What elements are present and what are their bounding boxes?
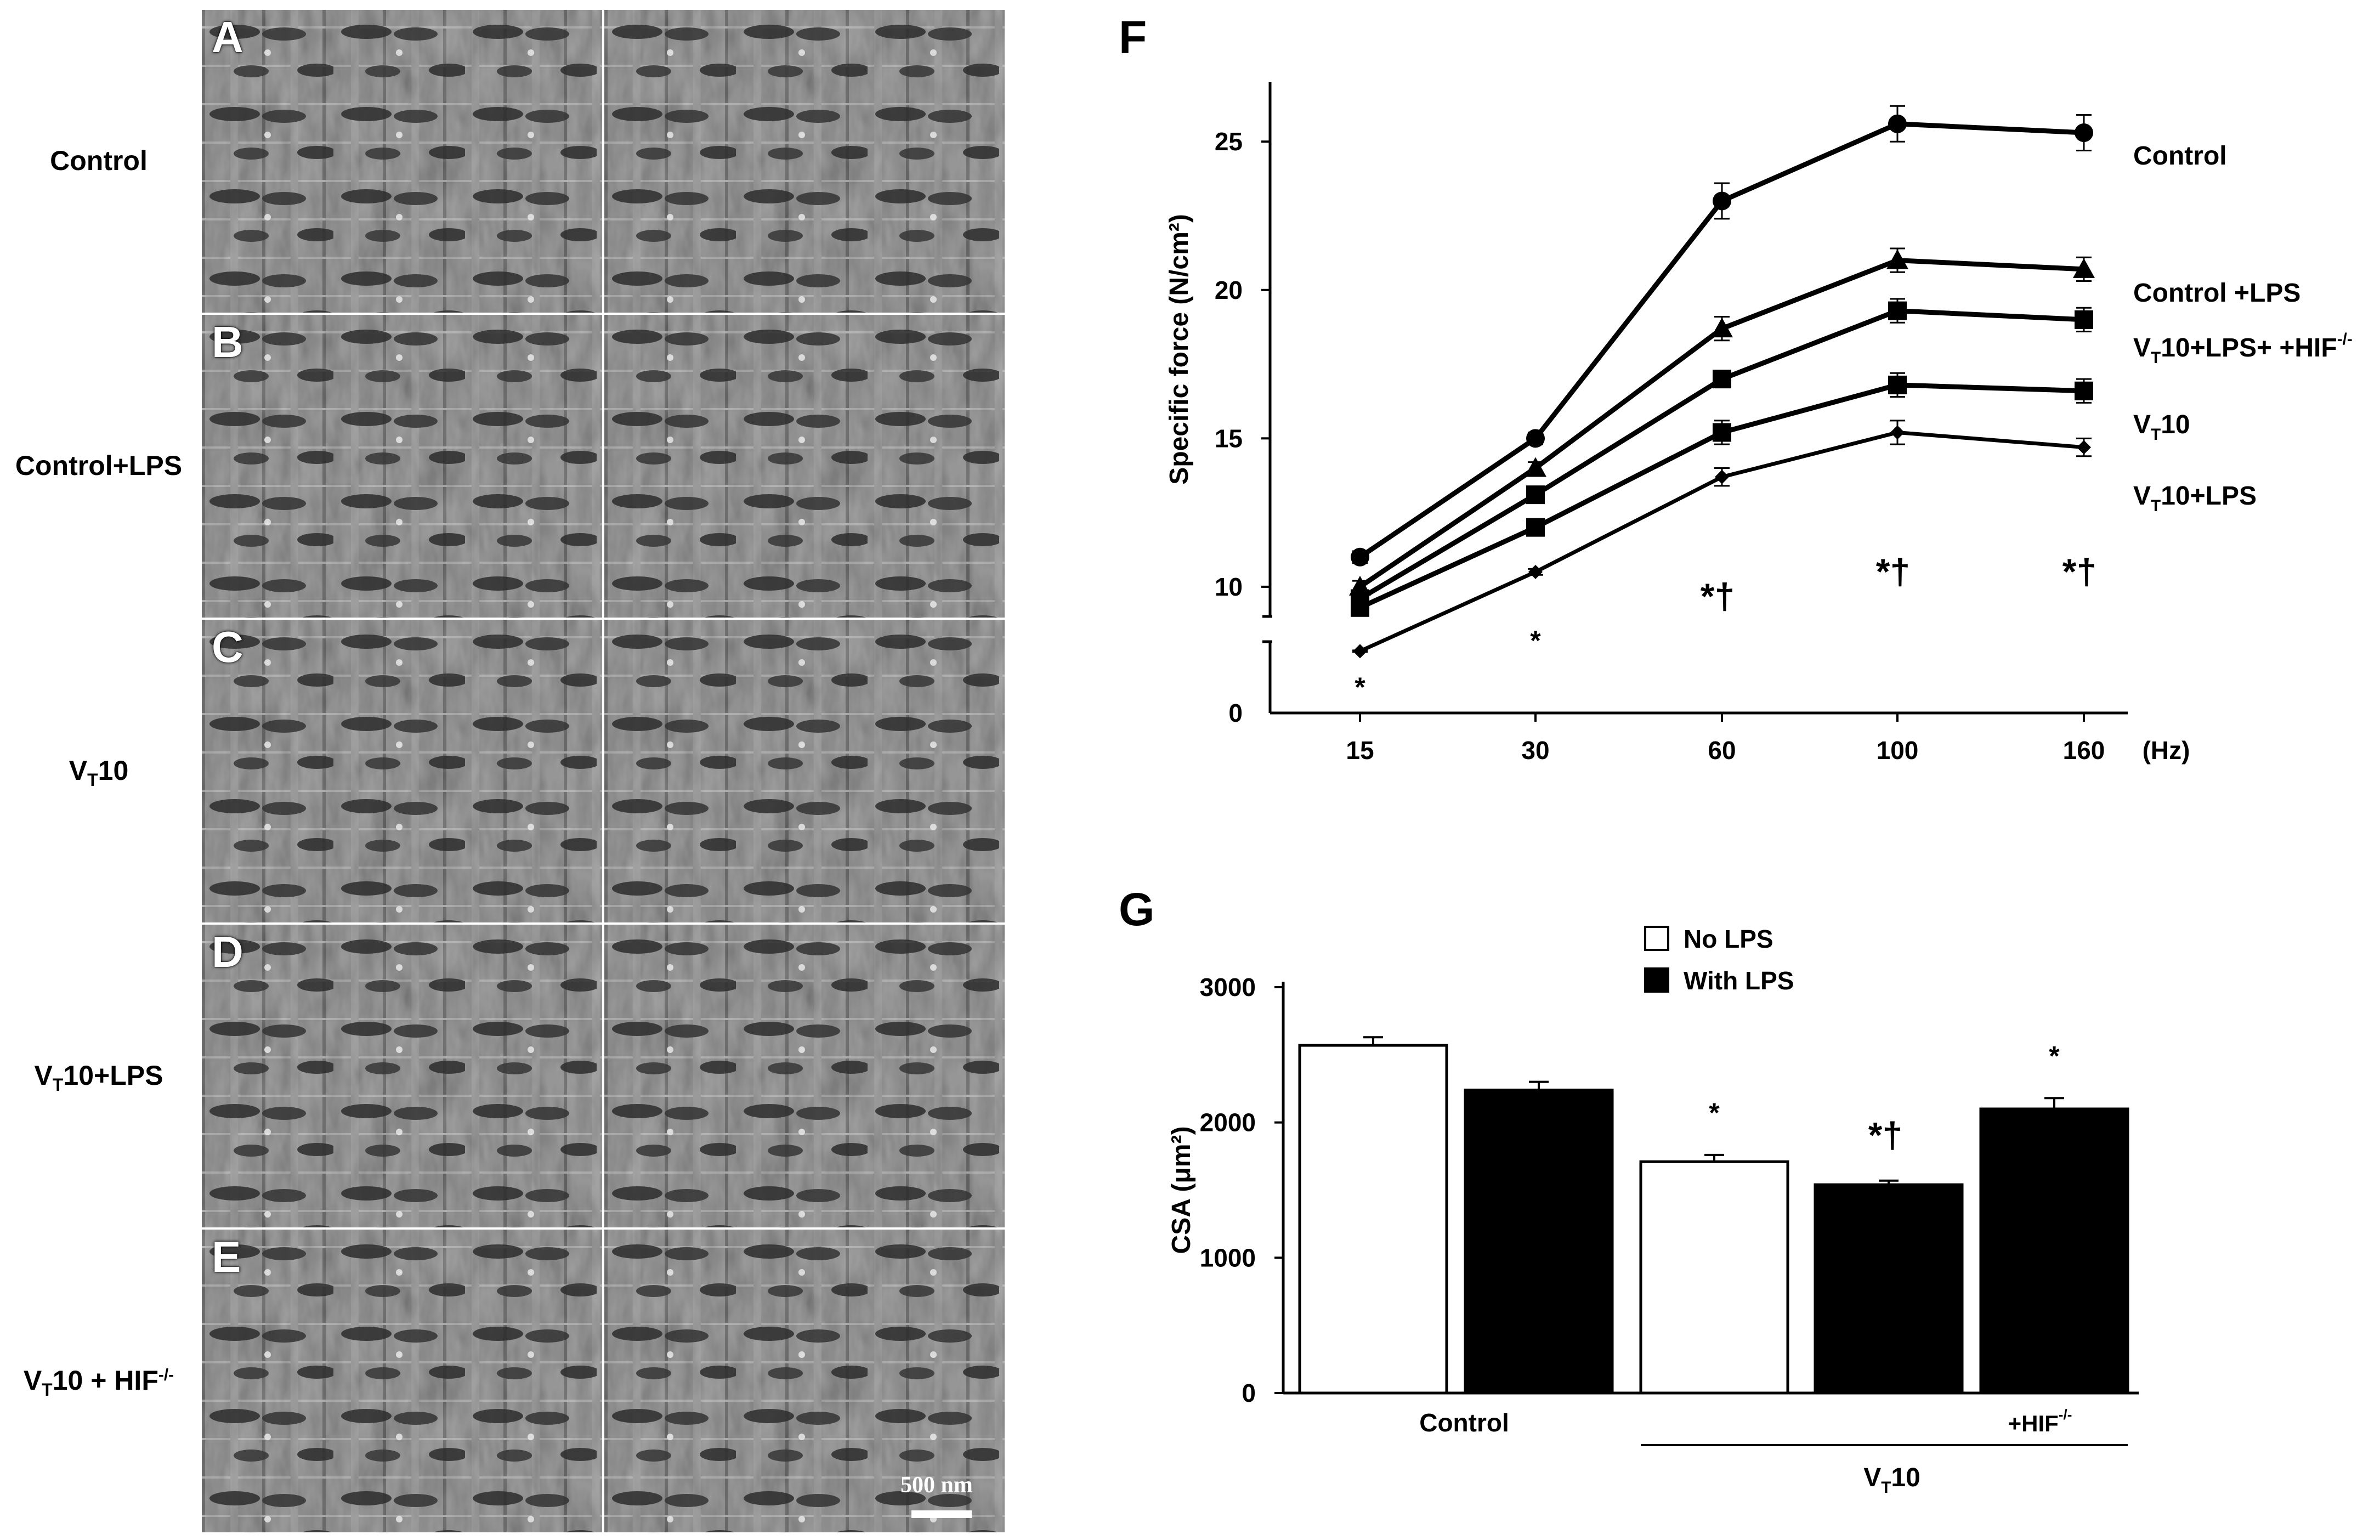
data-point [1888, 301, 1907, 320]
series-line [1359, 430, 2084, 653]
data-point [1886, 249, 1908, 269]
em-micrograph-left: D [202, 925, 602, 1227]
em-micrograph-left: E [202, 1230, 602, 1532]
significance-marker: *† [1868, 1115, 1902, 1156]
series-label: VT10+LPS+ +HIF-/- [2133, 330, 2353, 367]
data-point [1713, 191, 1731, 211]
group-label-hif: +HIF-/- [2008, 1406, 2072, 1436]
data-point [1713, 370, 1731, 389]
data-point [2075, 310, 2093, 329]
em-micrograph-left: B [202, 315, 602, 618]
em-panel-letter: A [212, 13, 243, 61]
scale-bar-label: 500 nm [900, 1473, 973, 1498]
data-point [1711, 318, 1733, 338]
x-tick-label: 100 [1877, 736, 1919, 765]
data-point [1888, 114, 1907, 133]
series-4 [1352, 420, 2092, 659]
x-tick-label: 15 [1346, 736, 1374, 765]
data-point [2075, 123, 2093, 142]
series-label: VT10 [2133, 410, 2190, 444]
data-point [1526, 429, 1545, 448]
data-point [1715, 469, 1729, 484]
data-point [1526, 485, 1545, 505]
data-point [1525, 457, 1546, 477]
y-tick-label: 1000 [1200, 1243, 1256, 1272]
em-row-label: VT10+LPS [34, 1060, 163, 1095]
panel-f-letter: F [1119, 12, 1147, 63]
y-tick-label: 20 [1215, 276, 1243, 304]
y-axis-label: CSA (μm²) [1167, 1126, 1196, 1254]
em-panel-letter: D [212, 927, 243, 976]
em-micrograph-right [604, 315, 1005, 618]
series-3 [1351, 372, 2093, 617]
significance-marker: *† [1701, 576, 1735, 616]
data-point [1351, 598, 1369, 617]
bar [1298, 1044, 1448, 1395]
y-tick-label: 0 [1242, 1379, 1256, 1407]
em-micrograph-right [604, 620, 1005, 922]
significance-marker: * [1530, 625, 1541, 656]
panel-f-line-chart: 10 15 20 25 0 15 30 60 100 160 (Hz) Specific force … [1165, 82, 2353, 765]
em-row-label: VT10 [69, 755, 129, 790]
x-tick-label: 160 [2063, 736, 2105, 765]
y-tick-label: 3000 [1200, 973, 1256, 1001]
y-tick-label: 2000 [1200, 1108, 1256, 1137]
em-micrograph-right: 500 nm [604, 1230, 1005, 1532]
significance-marker: * [2049, 1040, 2060, 1071]
y-tick-label: 25 [1215, 127, 1243, 156]
em-row-label: VT10 + HIF-/- [23, 1365, 174, 1400]
em-micrograph-right [604, 10, 1005, 313]
data-point [1351, 547, 1369, 567]
data-point [1528, 564, 1543, 579]
data-point [2077, 440, 2091, 455]
em-micrograph-left: A [202, 10, 602, 313]
group-label-vt10: VT10 [1863, 1463, 1920, 1497]
series-line [1359, 382, 2084, 610]
scale-bar [911, 1510, 972, 1518]
y-tick-label: 0 [1228, 699, 1243, 727]
data-point [1526, 518, 1545, 537]
bar [1464, 1088, 1614, 1395]
data-point [1890, 425, 1905, 440]
series-label: Control [2133, 141, 2227, 171]
em-row-label: Control+LPS [15, 450, 183, 481]
bar [1979, 1107, 2129, 1395]
significance-marker: * [1355, 672, 1365, 703]
significance-marker: *† [2062, 551, 2096, 592]
data-point [2073, 258, 2095, 278]
significance-marker: * [1709, 1097, 1720, 1128]
em-row-label: Control [50, 145, 148, 176]
legend-label-no-lps: No LPS [1684, 925, 1773, 953]
legend-label-with-lps: With LPS [1684, 966, 1794, 995]
bar [1639, 1160, 1789, 1395]
data-point [1353, 644, 1367, 659]
y-tick-label: 15 [1215, 424, 1243, 452]
legend-swatch-no-lps [1644, 926, 1669, 951]
significance-marker: *† [1876, 551, 1910, 592]
x-tick-label: 30 [1521, 736, 1549, 765]
y-tick-label: 10 [1215, 573, 1243, 601]
data-point [1888, 375, 1907, 394]
bar [1814, 1183, 1964, 1395]
x-unit-label: (Hz) [2143, 736, 2190, 765]
data-point [1713, 423, 1731, 442]
data-point [2075, 381, 2093, 400]
series-label: Control +LPS [2133, 279, 2300, 308]
y-axis-label: Specific force (N/cm²) [1165, 214, 1194, 484]
em-panel-letter: E [212, 1232, 241, 1281]
series-label: VT10+LPS [2133, 482, 2257, 515]
em-panel-letter: C [212, 622, 243, 671]
em-micrograph-left: C [202, 620, 602, 922]
em-panel-letter: B [212, 318, 243, 366]
legend-swatch-with-lps [1644, 967, 1669, 993]
series-0 [1351, 105, 2093, 567]
series-2 [1351, 298, 2093, 608]
panel-g-bar-chart: 0 1000 2000 3000 CSA (μm²) * *† * No LPS With LPS… [1167, 925, 2139, 1497]
panel-g-letter: G [1119, 884, 1155, 935]
group-label-control: Control [1419, 1408, 1509, 1437]
em-micrograph-right [604, 925, 1005, 1227]
x-tick-label: 60 [1708, 736, 1736, 765]
